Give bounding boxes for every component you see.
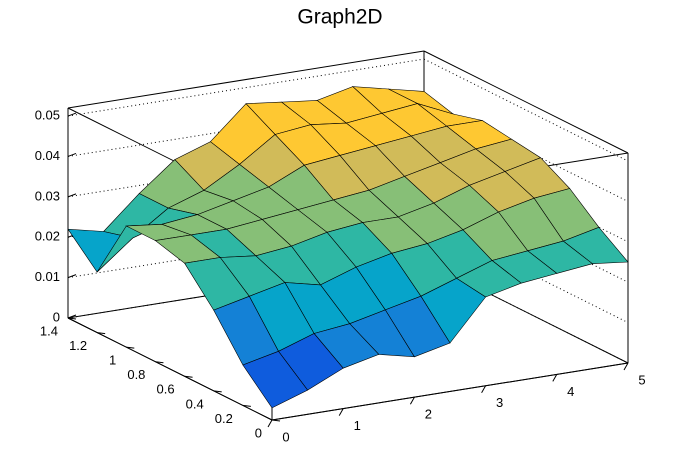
z-tick-label: 0.01 [35,269,60,284]
box-edge [271,362,629,421]
grid-line [67,58,425,117]
box-edge [67,50,425,109]
y-tick-label: 1.2 [69,338,87,353]
box-edge [423,50,629,154]
x-tick [481,385,487,394]
y-tick-label: 0 [255,425,262,440]
x-tick-label: 1 [354,418,361,433]
z-tick [67,112,77,117]
surface-cell [242,350,309,409]
z-tick-label: 0.02 [35,229,60,244]
y-tick-label: 1.4 [40,323,58,338]
y-tick-label: 1 [109,353,116,368]
x-tick [623,362,629,371]
x-tick-label: 5 [638,372,645,387]
x-tick [267,419,273,428]
chart-title: Graph2D [297,6,382,29]
z-tick [67,152,77,157]
y-tick-label: 0.6 [156,382,174,397]
box-edge [67,317,273,421]
z-tick [67,274,77,279]
z-tick-label: 0.03 [35,188,60,203]
y-tick-label: 0.4 [186,396,204,411]
x-tick [552,374,558,382]
y-tick-label: 0.2 [215,411,233,426]
z-tick-label: 0.04 [35,148,60,163]
y-tick-label: 0.8 [127,367,145,382]
x-tick-label: 2 [425,407,432,422]
x-tick-label: 3 [496,395,503,410]
x-tick-label: 0 [282,429,289,444]
x-tick [409,396,415,405]
z-tick-label: 0 [53,309,60,324]
z-tick [67,193,77,198]
z-tick [67,314,77,319]
x-tick [338,408,344,416]
z-tick-label: 0.05 [35,108,60,123]
x-tick-label: 4 [567,384,574,399]
